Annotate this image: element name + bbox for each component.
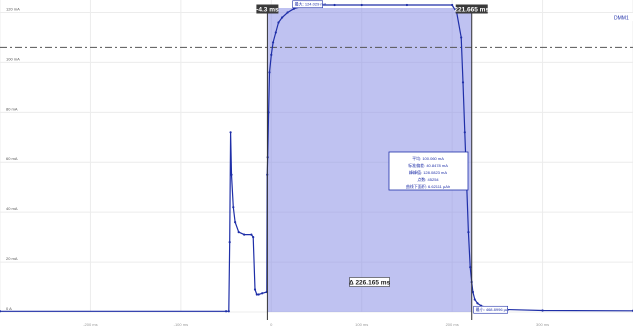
stats-box: 平均: 100.060 mA 标准偏差: 40.8478 mA 峰峰值: 128…: [388, 151, 469, 191]
data-point: [0, 310, 2, 313]
data-point: [292, 7, 295, 10]
y-tick-label: 0 A: [6, 306, 12, 311]
legend-entry-dmm1: DMM1: [614, 16, 629, 22]
stats-line-points: 点数: 45254: [417, 176, 439, 182]
data-point: [234, 221, 237, 224]
y-tick-label: 120 mA: [6, 6, 20, 11]
data-point: [255, 293, 258, 296]
data-point: [268, 71, 271, 74]
y-tick-label: 40 mA: [6, 206, 18, 211]
data-point: [224, 310, 228, 313]
data-point: [473, 298, 476, 301]
data-point: [270, 53, 273, 57]
delta-value: Δ 226.165 ms: [349, 279, 391, 286]
min-marker-value: 最小: 468.8996 µA: [476, 306, 509, 312]
data-point: [333, 3, 336, 7]
y-axis-ticks: 0 A 20 mA 40 mA 60 mA 80 mA 100 mA 120 mA: [6, 6, 20, 311]
data-point: [250, 233, 253, 236]
data-point: [243, 233, 246, 236]
data-point: [230, 173, 233, 176]
data-point: [228, 241, 231, 244]
y-tick-label: 80 mA: [6, 106, 18, 111]
cursor-a-label[interactable]: -4.3 ms: [256, 4, 279, 14]
x-tick-label: -200 ms: [83, 322, 97, 327]
cursor-a-value: -4.3 ms: [256, 6, 279, 13]
data-point: [237, 231, 240, 234]
y-tick-label: 100 mA: [6, 56, 20, 61]
cursor-b-value: 221.665 ms: [454, 6, 489, 13]
legend[interactable]: DMM1: [612, 13, 633, 22]
x-tick-label: 100 ms: [355, 322, 368, 327]
data-point: [281, 16, 284, 19]
y-tick-label: 60 mA: [6, 156, 18, 161]
x-axis-ticks: -200 ms -100 ms 0 100 ms 200 ms 300 ms: [83, 322, 549, 327]
y-tick-label: 20 mA: [6, 256, 18, 261]
data-point: [360, 3, 363, 7]
data-point: [461, 81, 465, 84]
data-point: [405, 3, 409, 7]
max-marker-label: 最大: 124.029 mA: [292, 0, 327, 9]
x-tick-label: -100 ms: [174, 322, 188, 327]
data-point: [271, 41, 275, 44]
data-point: [274, 31, 277, 34]
data-point: [460, 36, 463, 39]
data-point: [229, 131, 232, 134]
x-tick-label: 300 ms: [536, 322, 549, 327]
data-point: [541, 309, 544, 312]
delta-label: Δ 226.165 ms: [349, 277, 391, 287]
stats-line-area: 曲线下面积: 6.62111 µAh: [406, 183, 450, 189]
data-point: [257, 293, 260, 296]
data-point: [463, 131, 466, 134]
data-point: [227, 310, 230, 313]
min-marker-label: 最小: 468.8996 µA: [473, 305, 509, 314]
data-point: [476, 302, 479, 305]
data-point: [467, 231, 470, 234]
data-point: [451, 3, 454, 7]
x-tick-label: 0: [270, 322, 273, 327]
cursor-b-label[interactable]: 221.665 ms: [454, 4, 489, 14]
data-point: [286, 11, 289, 14]
data-point: [471, 290, 475, 294]
data-point: [469, 265, 472, 269]
stats-line-average: 平均: 100.060 mA: [412, 155, 444, 161]
stats-line-peak-to-peak: 峰峰值: 128.0823 mA: [409, 169, 447, 175]
data-point: [252, 236, 255, 239]
x-tick-label: 200 ms: [446, 322, 459, 327]
data-point: [232, 206, 235, 209]
data-point: [261, 292, 264, 295]
data-point: [267, 111, 270, 114]
data-point: [253, 288, 257, 291]
max-marker-value: 最大: 124.029 mA: [295, 1, 327, 7]
stats-line-stddev: 标准偏差: 40.8478 mA: [408, 162, 448, 168]
data-point: [277, 21, 280, 24]
